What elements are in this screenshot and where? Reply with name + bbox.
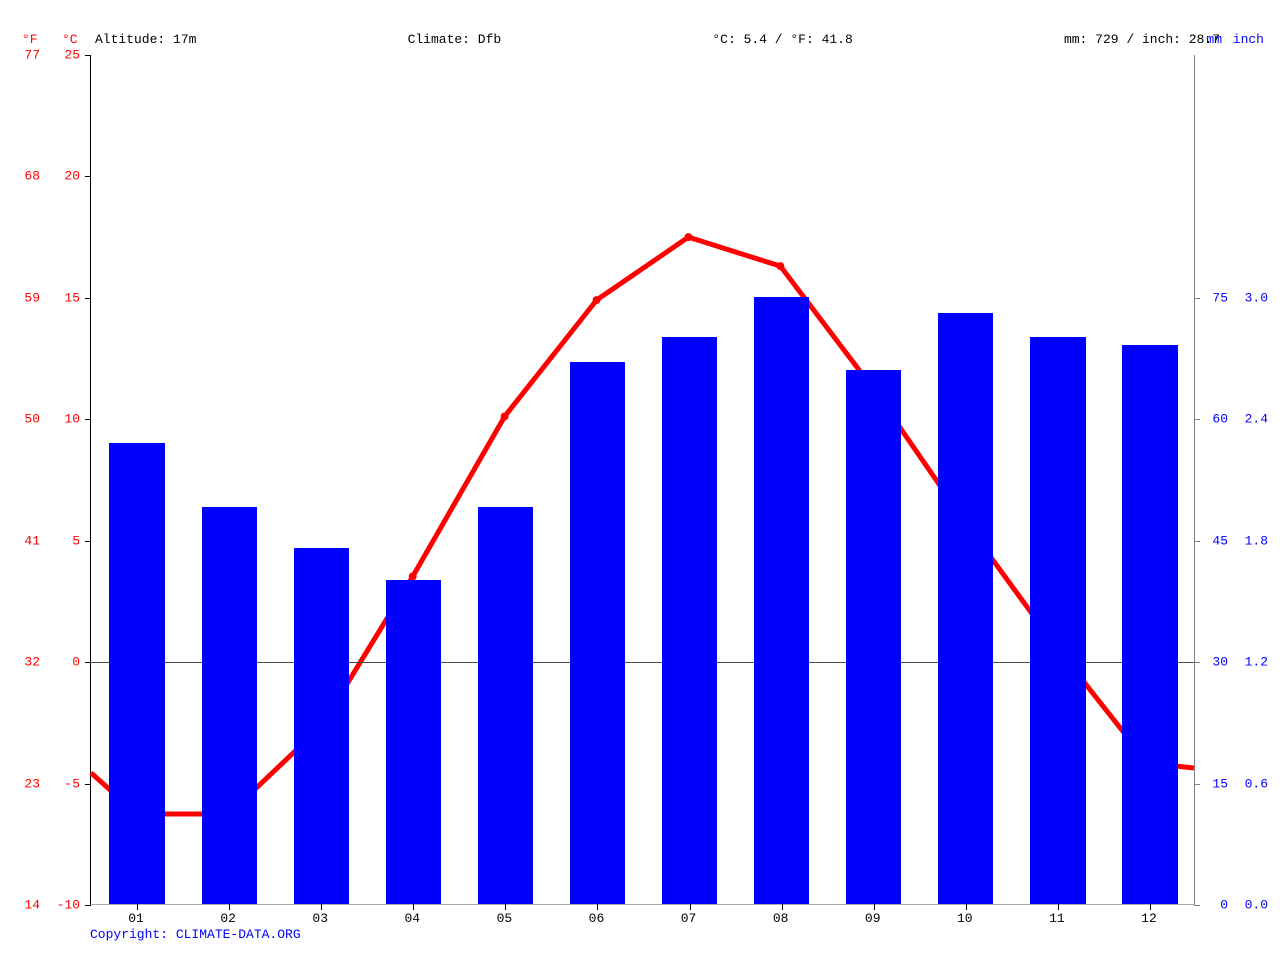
header-climate: Climate: Dfb — [408, 32, 502, 47]
x-tick — [321, 904, 322, 910]
x-tick — [782, 904, 783, 910]
x-label: 09 — [865, 911, 881, 926]
y-tick-mm: 45 — [1200, 533, 1228, 548]
header-altitude: Altitude: 17m — [95, 32, 196, 47]
precip-bar — [662, 337, 717, 904]
precip-bar — [938, 313, 993, 904]
x-label: 02 — [220, 911, 236, 926]
x-label: 11 — [1049, 911, 1065, 926]
y-tick-celsius: 25 — [50, 48, 80, 63]
x-label: 03 — [312, 911, 328, 926]
x-label: 05 — [497, 911, 513, 926]
left-tick — [85, 905, 91, 906]
y-tick-fahrenheit: 59 — [16, 290, 40, 305]
precip-bar — [570, 362, 625, 904]
y-tick-mm: 0 — [1200, 898, 1228, 913]
climate-chart: °F °C mm inch Altitude: 17m Climate: Dfb… — [0, 0, 1280, 960]
x-tick — [137, 904, 138, 910]
y-tick-fahrenheit: 68 — [16, 169, 40, 184]
x-tick — [1150, 904, 1151, 910]
x-label: 04 — [404, 911, 420, 926]
y-tick-mm: 15 — [1200, 776, 1228, 791]
axis-title-fahrenheit: °F — [22, 32, 38, 47]
left-tick — [85, 419, 91, 420]
x-tick — [597, 904, 598, 910]
y-tick-celsius: 15 — [50, 290, 80, 305]
axis-title-inch: inch — [1233, 32, 1264, 47]
x-label: 06 — [589, 911, 605, 926]
x-tick — [690, 904, 691, 910]
y-tick-fahrenheit: 50 — [16, 412, 40, 427]
y-tick-fahrenheit: 14 — [16, 898, 40, 913]
y-tick-fahrenheit: 77 — [16, 48, 40, 63]
y-tick-inch: 0.0 — [1236, 898, 1268, 913]
plot-area — [90, 55, 1195, 905]
chart-header: Altitude: 17m Climate: Dfb °C: 5.4 / °F:… — [95, 32, 1220, 47]
precip-bar — [846, 370, 901, 904]
y-tick-celsius: 5 — [50, 533, 80, 548]
y-tick-mm: 60 — [1200, 412, 1228, 427]
precip-bar — [754, 297, 809, 904]
x-tick — [966, 904, 967, 910]
y-tick-inch: 1.8 — [1236, 533, 1268, 548]
x-label: 12 — [1141, 911, 1157, 926]
x-tick — [229, 904, 230, 910]
y-tick-celsius: 10 — [50, 412, 80, 427]
y-tick-fahrenheit: 32 — [16, 655, 40, 670]
y-tick-fahrenheit: 41 — [16, 533, 40, 548]
left-tick — [85, 176, 91, 177]
y-tick-inch: 3.0 — [1236, 290, 1268, 305]
y-tick-mm: 30 — [1200, 655, 1228, 670]
precip-bar — [202, 507, 257, 904]
x-tick — [874, 904, 875, 910]
x-label: 08 — [773, 911, 789, 926]
x-label: 01 — [128, 911, 144, 926]
precip-bar — [109, 443, 164, 904]
y-tick-inch: 2.4 — [1236, 412, 1268, 427]
left-tick — [85, 55, 91, 56]
y-tick-celsius: -10 — [50, 898, 80, 913]
x-tick — [413, 904, 414, 910]
copyright-text: Copyright: CLIMATE-DATA.ORG — [90, 927, 301, 942]
left-tick — [85, 784, 91, 785]
precip-bar — [294, 548, 349, 904]
y-tick-celsius: 0 — [50, 655, 80, 670]
header-precip: mm: 729 / inch: 28.7 — [1064, 32, 1220, 47]
x-label: 07 — [681, 911, 697, 926]
x-tick — [1058, 904, 1059, 910]
y-tick-inch: 0.6 — [1236, 776, 1268, 791]
y-tick-celsius: 20 — [50, 169, 80, 184]
left-tick — [85, 662, 91, 663]
y-tick-fahrenheit: 23 — [16, 776, 40, 791]
x-label: 10 — [957, 911, 973, 926]
x-tick — [505, 904, 506, 910]
y-tick-celsius: -5 — [50, 776, 80, 791]
precip-bar — [1122, 345, 1177, 904]
header-avg-temp: °C: 5.4 / °F: 41.8 — [712, 32, 852, 47]
left-tick — [85, 541, 91, 542]
precip-bar — [478, 507, 533, 904]
y-tick-inch: 1.2 — [1236, 655, 1268, 670]
axis-title-celsius: °C — [62, 32, 78, 47]
precip-bar — [386, 580, 441, 904]
precip-bar — [1030, 337, 1085, 904]
y-tick-mm: 75 — [1200, 290, 1228, 305]
left-tick — [85, 298, 91, 299]
